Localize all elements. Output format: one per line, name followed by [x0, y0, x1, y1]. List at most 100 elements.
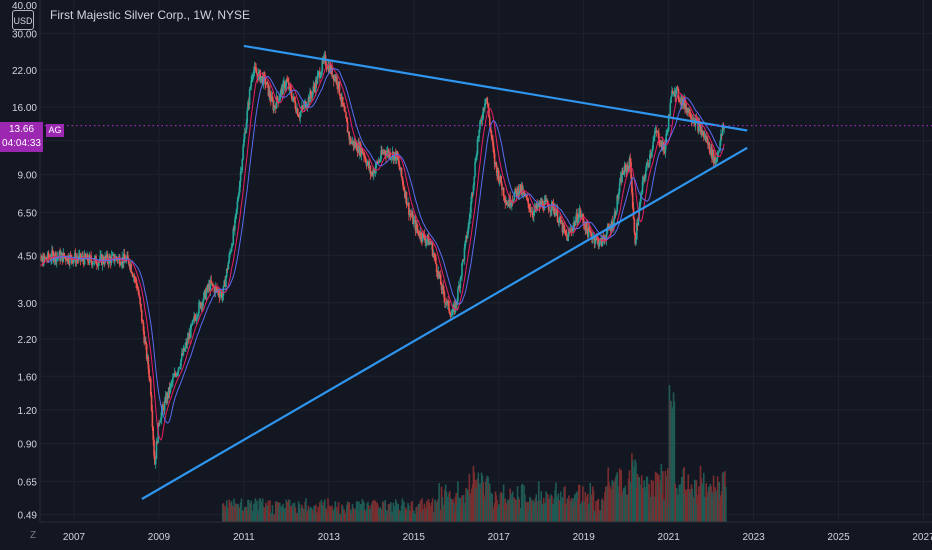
candle-body	[424, 238, 427, 243]
candle-body	[487, 103, 489, 109]
volume-bar	[454, 496, 457, 522]
candle-body	[447, 300, 449, 302]
volume-bar	[236, 504, 239, 522]
volume-bar	[279, 502, 281, 522]
volume-bar	[537, 481, 540, 522]
volume-bar	[372, 499, 375, 522]
volume-bar	[283, 508, 286, 522]
candle-body	[232, 228, 235, 245]
candle-body	[428, 241, 431, 246]
candle-body	[120, 263, 123, 265]
candle-body	[685, 107, 687, 109]
candle-body	[224, 280, 226, 287]
candle-body	[172, 376, 175, 378]
candle-body	[708, 142, 711, 152]
candle-body	[560, 222, 563, 224]
volume-bar	[457, 481, 459, 522]
volume-bar	[349, 511, 351, 522]
candle-body	[671, 91, 674, 94]
candle-body	[425, 240, 427, 243]
candle-body	[137, 288, 140, 295]
volume-bar	[611, 480, 614, 522]
volume-bar	[432, 512, 435, 522]
volume-bar	[368, 505, 370, 522]
candle-body	[648, 163, 650, 165]
volume-bar	[251, 511, 253, 522]
volume-bar	[718, 482, 721, 522]
volume-bar	[279, 510, 282, 522]
volume-bar	[682, 468, 685, 522]
volume-bar	[293, 502, 296, 522]
volume-bar	[426, 508, 429, 522]
candle-body	[457, 285, 460, 289]
volume-bar	[603, 500, 605, 522]
volume-bar	[265, 502, 267, 522]
volume-bar	[546, 494, 549, 522]
volume-bar	[417, 503, 420, 522]
candle-body	[478, 129, 480, 138]
volume-bar	[713, 493, 716, 522]
volume-bar	[627, 498, 629, 522]
candle-body	[527, 198, 529, 204]
volume-bar	[639, 484, 641, 522]
volume-bar	[301, 504, 303, 522]
candle-body	[377, 160, 380, 164]
volume-bar	[540, 491, 543, 522]
volume-bar	[390, 512, 393, 522]
candle-body	[484, 103, 486, 109]
candle-body	[660, 141, 663, 147]
candle-body	[165, 396, 168, 404]
volume-bar	[276, 503, 279, 522]
candle-body	[644, 170, 647, 178]
candle-body	[245, 123, 248, 133]
volume-bar	[560, 500, 563, 522]
candle-body	[651, 148, 654, 152]
volume-bar	[297, 501, 300, 522]
candle-body	[717, 151, 720, 153]
volume-bar	[650, 479, 653, 522]
volume-bar	[653, 496, 656, 522]
candle-body	[452, 307, 454, 315]
price-axis[interactable]: 30.0022.0016.0012.009.006.504.503.002.20…	[0, 0, 41, 522]
candle-body	[149, 379, 152, 395]
volume-bar	[422, 510, 425, 522]
volume-bar	[332, 510, 334, 522]
candle-body	[542, 208, 545, 211]
candle-body	[91, 263, 94, 266]
currency-button[interactable]: USD	[12, 10, 34, 30]
time-axis[interactable]: 2007 2009 2011 2013 2015 2017 2019 2021 2023 2025…	[40, 521, 932, 543]
volume-bar	[622, 487, 625, 522]
scale-button[interactable]: Z	[30, 530, 37, 541]
candle-body	[369, 166, 372, 174]
volume-bar	[347, 503, 350, 522]
candle-body	[419, 232, 422, 238]
candle-body	[427, 235, 430, 246]
candle-body	[51, 250, 53, 259]
volume-bar	[315, 513, 318, 522]
volume-bar	[353, 515, 355, 522]
candle-body	[515, 188, 517, 191]
candle-body	[361, 148, 364, 153]
volume-bar	[527, 501, 529, 522]
volume-bar	[460, 506, 462, 522]
volume-bar	[462, 494, 465, 522]
volume-bar	[595, 513, 598, 522]
candle-body	[653, 137, 655, 142]
candle-body	[75, 258, 78, 263]
volume-bar	[410, 501, 413, 522]
candle-body	[263, 74, 266, 76]
volume-bar	[420, 512, 422, 522]
trendlines[interactable]	[141, 44, 748, 500]
y-tick-label: 16.00	[12, 103, 37, 114]
volume-bar	[414, 514, 417, 522]
candle-body	[86, 254, 88, 260]
volume-bar	[628, 470, 631, 522]
candle-body	[337, 85, 339, 89]
volume-bar	[465, 488, 467, 522]
candle-body	[408, 213, 411, 215]
volume-bar	[640, 475, 643, 522]
candle-body	[178, 367, 181, 369]
y-tick-label: 30.00	[12, 30, 37, 41]
volume-bar	[523, 485, 525, 522]
